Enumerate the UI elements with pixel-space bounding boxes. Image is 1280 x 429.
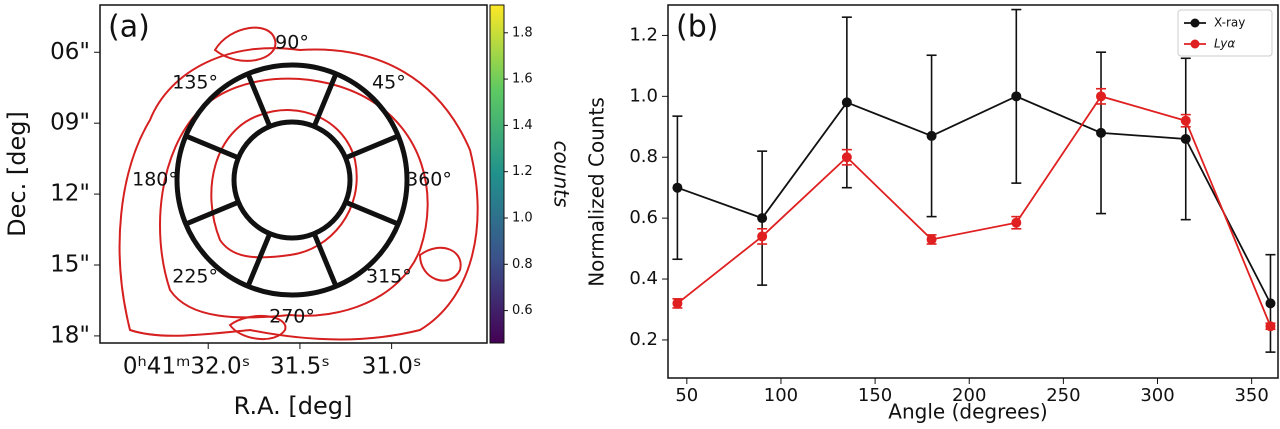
marker [1265, 298, 1276, 309]
panel-label: (a) [108, 10, 150, 45]
y-tick-label: 1.0 [629, 85, 658, 106]
y-tick-label: 0.8 [629, 146, 658, 167]
sector-label: 315° [366, 265, 412, 287]
sector-divider [311, 232, 339, 288]
legend-label: X-ray [1214, 16, 1245, 30]
x-tick-label: 300 [1140, 385, 1174, 406]
x-tick-label: 250 [1046, 385, 1080, 406]
marker [757, 213, 768, 224]
sector-divider [184, 133, 240, 161]
marker [1096, 127, 1107, 138]
marker [1096, 91, 1107, 102]
sector-divider [245, 72, 273, 128]
colorbar [489, 4, 505, 344]
marker [757, 231, 768, 242]
line [676, 95, 1272, 327]
marker [1180, 133, 1191, 144]
marker [1011, 91, 1022, 102]
marker [1180, 115, 1191, 126]
marker [926, 234, 937, 245]
y-tick-label: 0.4 [629, 268, 658, 289]
x-tick-label: 31.0ˢ [362, 354, 422, 380]
line [677, 95, 1272, 304]
sector-divider [344, 199, 400, 227]
sector-divider [245, 232, 273, 288]
y-tick-label: 15" [50, 252, 90, 278]
sector-label: 45° [372, 72, 406, 94]
sector-divider [184, 199, 240, 227]
legend-label: Lyα [1214, 37, 1235, 51]
colorbar-tick-label: 1.8 [512, 25, 533, 40]
marker [926, 130, 937, 141]
y-axis-label: Normalized Counts [585, 97, 609, 287]
y-tick-label: 0.2 [629, 329, 658, 350]
axes-frame [99, 4, 488, 344]
colorbar-tick-label: 1.4 [512, 118, 533, 133]
sector-label: 90° [275, 32, 309, 54]
colorbar-tick-label: 1.0 [512, 210, 533, 225]
marker [841, 152, 852, 163]
colorbar-tick-label: 1.6 [512, 72, 533, 87]
x-axis-label: R.A. [deg] [234, 392, 353, 420]
y-tick-label: 12" [50, 181, 90, 207]
x-tick-label: 350 [1234, 385, 1268, 406]
colorbar-tick-label: 1.2 [512, 164, 533, 179]
marker [672, 298, 683, 309]
colorbar-tick-label: 0.8 [512, 257, 533, 272]
marker [841, 97, 852, 108]
x-tick-label: 31.5ˢ [270, 354, 330, 380]
colorbar-tick-label: 0.6 [512, 303, 533, 318]
x-tick-label: 100 [764, 385, 798, 406]
marker [1265, 321, 1276, 332]
colorbar-label: counts [550, 141, 574, 208]
x-tick-label: 200 [952, 385, 986, 406]
y-tick-label: 09" [50, 110, 90, 136]
sector-divider [311, 72, 339, 128]
annulus [174, 62, 410, 298]
legend-marker [1190, 39, 1200, 49]
panel-label: (b) [676, 10, 718, 45]
sector-label: 135° [172, 72, 218, 94]
y-axis-label: Dec. [deg] [3, 111, 31, 237]
y-tick-label: 18" [50, 322, 90, 348]
sector-label: 180° [132, 169, 178, 191]
sector-label: 270° [269, 306, 315, 328]
x-axis-label: Angle (degrees) [888, 400, 1047, 424]
x-tick-label: 50 [675, 385, 698, 406]
x-tick-label: 0ʰ41ᵐ32.0ˢ [123, 354, 250, 380]
axes-frame [667, 4, 1279, 379]
x-tick-label: 150 [858, 385, 892, 406]
sector-divider [344, 133, 400, 161]
marker [1011, 217, 1022, 228]
sector-label: 360° [406, 169, 452, 191]
sector-label: 225° [172, 265, 218, 287]
y-tick-label: 06" [50, 39, 90, 65]
y-tick-label: 1.2 [629, 24, 658, 45]
y-tick-label: 0.6 [629, 207, 658, 228]
marker [672, 182, 683, 193]
legend-marker [1190, 18, 1200, 28]
